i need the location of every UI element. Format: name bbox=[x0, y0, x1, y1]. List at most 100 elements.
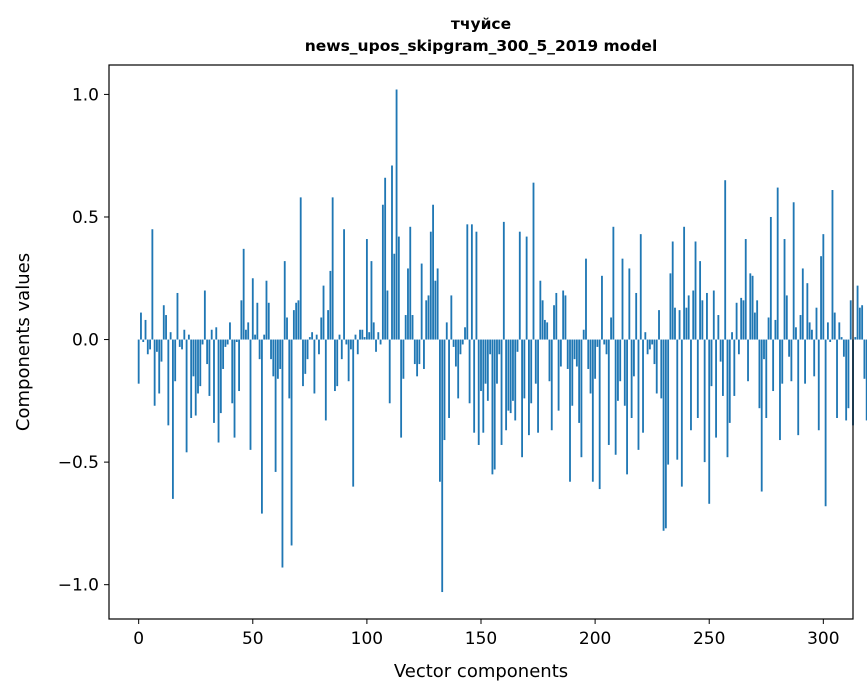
bar bbox=[671, 241, 674, 340]
bar bbox=[434, 280, 437, 340]
bar bbox=[384, 177, 387, 340]
bar bbox=[219, 339, 222, 414]
bar bbox=[181, 339, 183, 350]
bar bbox=[594, 339, 597, 379]
bar bbox=[274, 339, 277, 472]
bar bbox=[281, 339, 284, 568]
bar bbox=[690, 339, 692, 431]
bar bbox=[585, 258, 587, 340]
bar bbox=[151, 229, 154, 340]
bar bbox=[655, 339, 658, 394]
bar bbox=[329, 270, 332, 340]
x-tick-label: 100 bbox=[351, 629, 383, 649]
bar bbox=[747, 339, 749, 382]
bar bbox=[717, 315, 720, 340]
bar bbox=[836, 339, 838, 418]
bar bbox=[443, 339, 446, 441]
bar bbox=[347, 339, 350, 382]
bar bbox=[436, 268, 439, 340]
bar bbox=[687, 295, 690, 340]
bar bbox=[156, 339, 158, 352]
bar bbox=[352, 339, 355, 487]
bar bbox=[407, 268, 409, 340]
bar bbox=[203, 290, 206, 340]
bar bbox=[664, 339, 667, 529]
x-tick-label: 250 bbox=[693, 629, 725, 649]
bar bbox=[842, 339, 845, 357]
bar bbox=[598, 339, 601, 490]
bar bbox=[758, 339, 761, 409]
bar bbox=[858, 307, 861, 340]
bar bbox=[756, 300, 759, 340]
x-axis-label: Vector components bbox=[394, 661, 568, 682]
bar bbox=[500, 339, 503, 445]
bar bbox=[468, 339, 471, 404]
bar bbox=[712, 290, 715, 340]
bar bbox=[735, 302, 738, 340]
bar bbox=[562, 290, 565, 340]
bar bbox=[753, 312, 756, 340]
bar bbox=[420, 263, 423, 340]
bar bbox=[575, 339, 578, 367]
bar bbox=[272, 339, 275, 377]
bar bbox=[324, 339, 327, 421]
bar bbox=[808, 322, 811, 340]
bar bbox=[829, 339, 832, 342]
bar bbox=[160, 339, 163, 362]
y-tick-label: 1.0 bbox=[72, 85, 99, 105]
bar bbox=[658, 310, 660, 340]
bar bbox=[813, 339, 816, 377]
bar bbox=[642, 339, 644, 433]
bar bbox=[546, 322, 549, 340]
bar bbox=[263, 334, 266, 340]
bar bbox=[217, 339, 220, 443]
bar bbox=[142, 339, 145, 342]
bar bbox=[795, 327, 797, 340]
bar bbox=[477, 339, 480, 445]
bar bbox=[769, 216, 772, 340]
bar bbox=[185, 339, 188, 453]
bar bbox=[475, 231, 478, 340]
bar bbox=[847, 339, 850, 409]
bar bbox=[375, 339, 377, 352]
bar bbox=[751, 275, 754, 340]
bar bbox=[302, 339, 304, 387]
bar bbox=[283, 261, 286, 340]
bar bbox=[192, 339, 195, 377]
bar bbox=[518, 231, 521, 340]
bar bbox=[425, 300, 428, 340]
bar bbox=[534, 339, 537, 384]
bar bbox=[377, 332, 380, 340]
bar bbox=[299, 197, 302, 340]
bar bbox=[863, 339, 866, 379]
bar bbox=[473, 339, 476, 433]
bar bbox=[587, 339, 590, 369]
bar bbox=[240, 300, 243, 340]
bar bbox=[612, 226, 615, 340]
bar bbox=[601, 275, 603, 340]
bar bbox=[630, 339, 633, 418]
y-tick-label: −1.0 bbox=[58, 576, 99, 596]
bar bbox=[270, 339, 272, 360]
bar bbox=[361, 329, 364, 340]
bar bbox=[607, 339, 610, 445]
bar bbox=[817, 339, 820, 431]
bar bbox=[635, 292, 638, 340]
bar bbox=[137, 339, 140, 384]
bar bbox=[797, 339, 800, 436]
bar bbox=[571, 339, 574, 406]
bar bbox=[785, 295, 788, 340]
bar bbox=[354, 334, 357, 340]
bar bbox=[806, 283, 809, 340]
bar bbox=[331, 197, 334, 340]
bar bbox=[404, 315, 407, 340]
bar bbox=[653, 339, 656, 365]
bar bbox=[660, 339, 663, 399]
bar bbox=[439, 339, 441, 482]
bar bbox=[423, 339, 425, 369]
bar bbox=[628, 268, 631, 340]
bar bbox=[265, 280, 268, 340]
bar bbox=[505, 339, 508, 431]
bar bbox=[279, 339, 282, 369]
